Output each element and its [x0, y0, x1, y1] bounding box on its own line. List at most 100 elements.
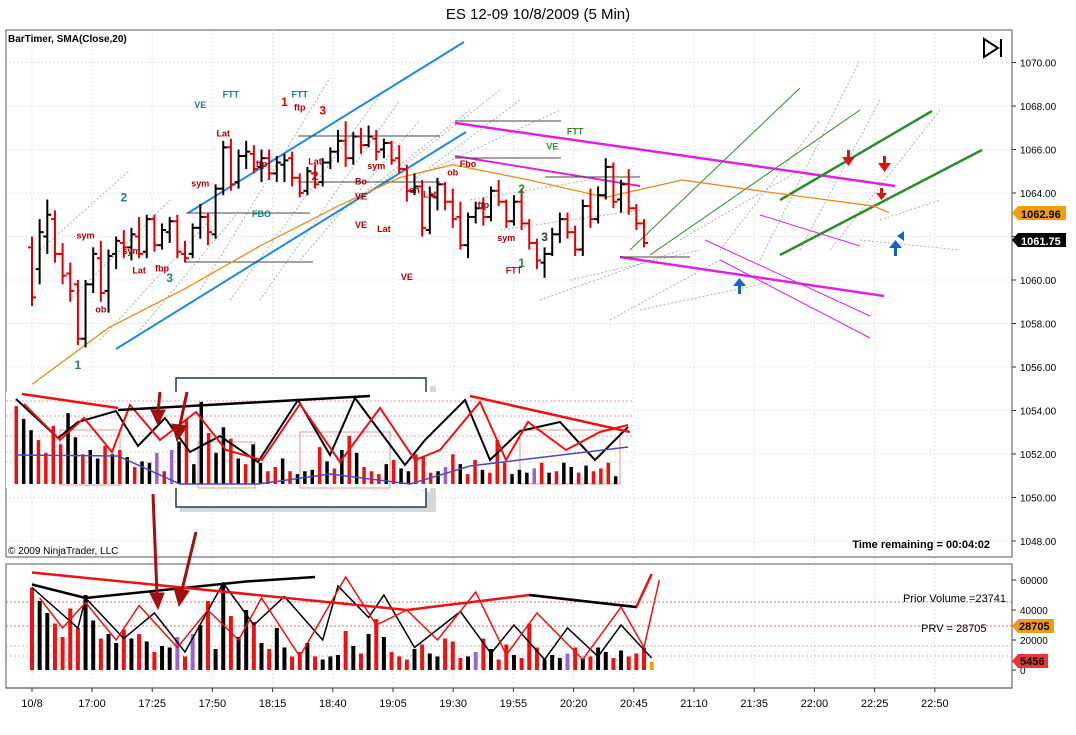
signal-arrows — [733, 150, 904, 294]
left-arrow-icon — [897, 231, 904, 241]
price-bar — [586, 188, 595, 228]
x-tick-label: 19:55 — [500, 698, 528, 710]
volume-bar — [619, 650, 624, 670]
price-bar — [257, 149, 266, 183]
inset-volume-bar — [399, 468, 403, 484]
inset-volume-bar — [229, 438, 233, 484]
volume-bar — [489, 649, 493, 670]
inset-volume-bar — [73, 437, 78, 484]
price-bars — [28, 121, 648, 348]
volume-bar — [466, 656, 471, 670]
inset-volume-bar — [421, 457, 425, 484]
inset-volume-bar — [169, 450, 174, 484]
green-upper — [779, 109, 933, 202]
inset-volume-bar — [406, 471, 411, 484]
annotation-label: 3 — [319, 104, 326, 118]
inset-volume-bar — [58, 444, 63, 484]
inset-volume-bar — [332, 468, 337, 484]
inset-volume-bar — [554, 471, 559, 484]
inset-volume-bar — [44, 452, 48, 484]
inset-volume-bar — [369, 471, 374, 484]
volume-bar — [267, 649, 272, 670]
inset-volume-bar — [206, 433, 211, 484]
time-remaining: Time remaining = 00:04:02 — [852, 539, 990, 551]
volume-bar — [642, 647, 646, 670]
inset-volume-snapshot — [6, 377, 632, 512]
price-bar — [640, 219, 648, 248]
inset-volume-bar — [21, 418, 26, 484]
volume-bar — [106, 634, 111, 670]
inset-volume-bar — [502, 462, 507, 484]
annotation-label: FTT — [223, 89, 240, 99]
price-bar — [624, 169, 633, 215]
price-grid — [6, 30, 1012, 688]
price-bar — [73, 280, 82, 346]
skip-forward-icon — [983, 37, 1000, 59]
price-bar — [578, 199, 587, 257]
volume-tick-label: 40000 — [1020, 606, 1048, 617]
volume-bar — [91, 620, 96, 670]
inset-red-trendline — [21, 392, 119, 410]
green-lower — [779, 148, 983, 257]
inset-volume-bar — [569, 467, 573, 484]
x-tick-label: 18:15 — [259, 698, 287, 710]
volume-tag-prv: 28705 — [1012, 619, 1054, 633]
x-tick-label: 19:05 — [379, 698, 407, 710]
y-tick-label: 1054.00 — [1020, 407, 1057, 418]
price-bar — [326, 147, 335, 170]
volume-zigzag-red — [39, 575, 661, 661]
prior-volume-label: Prior Volume =23741 — [903, 593, 1006, 605]
x-tick-label: 17:50 — [199, 698, 227, 710]
volume-bar — [328, 656, 333, 670]
price-bar — [150, 214, 159, 252]
price-bar — [158, 223, 167, 250]
price-bar — [249, 145, 258, 174]
price-bar — [464, 212, 473, 259]
price-bar — [219, 140, 228, 196]
y-tick-label: 1070.00 — [1020, 59, 1057, 70]
annotation-label: Lat — [423, 189, 437, 199]
x-tick-label: 17:00 — [78, 698, 106, 710]
volume-bar — [144, 641, 149, 670]
volume-bar — [290, 656, 295, 670]
price-bar — [448, 188, 457, 228]
volume-bar — [183, 656, 187, 670]
annotation-label: FTT — [506, 265, 523, 275]
price-bar — [425, 186, 434, 235]
volume-bar — [37, 601, 42, 670]
time-axis: 10/8 17:00 17:25 17:50 18:15 18:40 19:05 19:30 1… — [21, 688, 949, 710]
volume-bar — [213, 649, 218, 670]
inset-volume-bar — [488, 472, 492, 484]
inset-volume-bar — [118, 450, 122, 484]
annotation-label: sym — [77, 231, 95, 241]
price-tag-last: 1061.75 — [1012, 233, 1066, 248]
skip-forward-button[interactable] — [980, 36, 1006, 60]
price-bar — [81, 280, 90, 348]
annotation-label: 1 — [281, 95, 288, 109]
volume-bar — [496, 659, 501, 670]
x-tick-label: 18:40 — [319, 698, 347, 710]
annotation-label: 2 — [518, 182, 525, 196]
annotation-label: ftp — [294, 102, 306, 112]
volume-bar — [550, 655, 555, 670]
price-bar — [203, 212, 212, 246]
annotation-label: sym — [497, 233, 515, 243]
fan-line — [499, 209, 641, 231]
price-bar — [265, 149, 274, 180]
inset-volume-bar — [562, 462, 566, 484]
inset-volume-bar — [606, 462, 610, 484]
price-bar — [181, 240, 189, 263]
price-bar — [234, 149, 243, 189]
annotation-label: Bo — [355, 176, 367, 186]
y-tick-label: 1048.00 — [1020, 537, 1057, 548]
fan-line — [69, 199, 171, 301]
sma-polyline — [31, 164, 890, 385]
volume-bar — [305, 643, 310, 670]
volume-bar — [152, 652, 157, 670]
inset-volume-bar — [362, 467, 366, 484]
price-bar — [433, 177, 442, 211]
inset-volume-bar — [155, 452, 159, 484]
volume-bar — [435, 656, 440, 670]
fan-line — [879, 199, 941, 221]
